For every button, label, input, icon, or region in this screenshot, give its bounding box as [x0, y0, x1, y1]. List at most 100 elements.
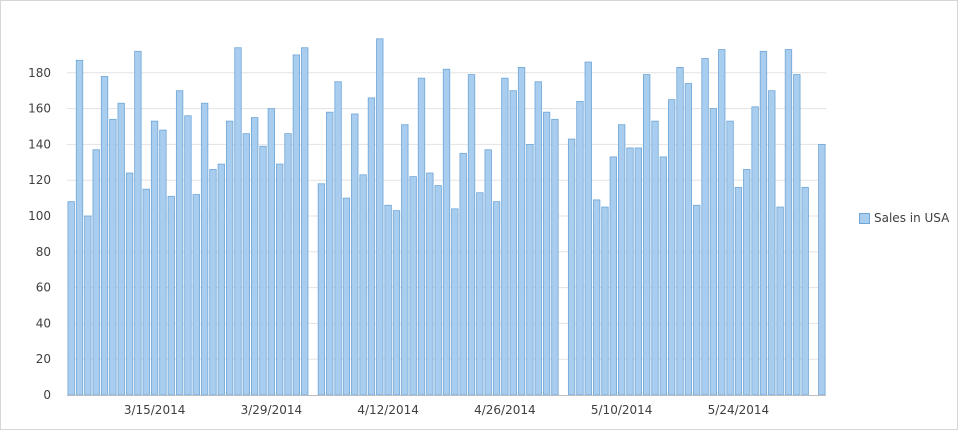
- bar: [276, 163, 284, 396]
- bar: [751, 106, 759, 396]
- bar: [726, 120, 734, 396]
- bar: [701, 58, 709, 396]
- bar: [342, 197, 351, 396]
- bar: [643, 74, 651, 396]
- bar: [534, 81, 542, 396]
- bar: [592, 199, 601, 396]
- bar: [526, 143, 534, 396]
- bar: [92, 149, 100, 396]
- bar: [334, 81, 342, 396]
- y-tick-label: 120: [28, 173, 51, 187]
- bar: [676, 67, 684, 396]
- bar: [259, 145, 267, 396]
- bar: [359, 174, 367, 396]
- bar: [351, 113, 359, 396]
- bar: [84, 215, 92, 396]
- bar: [417, 77, 426, 396]
- bar: [150, 120, 159, 396]
- bar: [426, 172, 434, 396]
- bar: [492, 201, 501, 396]
- y-tick-label: 60: [36, 281, 51, 295]
- bar: [476, 192, 484, 396]
- bar: [784, 49, 793, 396]
- legend-label: Sales in USA: [874, 211, 950, 225]
- bar: [793, 74, 801, 396]
- bar: [467, 74, 476, 396]
- bar: [100, 75, 109, 396]
- y-tick-label: 100: [28, 209, 51, 223]
- bar: [242, 133, 250, 396]
- bar: [409, 176, 417, 396]
- legend: Sales in USA: [859, 211, 949, 225]
- bar: [209, 169, 217, 396]
- bar: [442, 68, 451, 396]
- bar: [301, 47, 309, 396]
- bar: [109, 118, 117, 396]
- bar: [192, 194, 200, 396]
- bar: [159, 129, 167, 396]
- bar: [234, 47, 242, 396]
- bar: [384, 204, 392, 396]
- bar: [125, 172, 134, 396]
- bar: [484, 149, 492, 396]
- bar: [709, 108, 718, 396]
- bar: [326, 111, 334, 396]
- bar: [376, 38, 384, 396]
- y-tick-label: 80: [36, 245, 51, 259]
- bar: [718, 49, 726, 396]
- y-tick-label: 0: [43, 388, 51, 402]
- bar: [734, 186, 743, 396]
- bar: [217, 163, 225, 396]
- bar: [167, 195, 175, 396]
- bar: [509, 90, 517, 396]
- bar: [743, 169, 751, 396]
- y-tick-label: 140: [28, 137, 51, 151]
- y-tick-label: 40: [36, 316, 51, 330]
- bar: [609, 156, 617, 396]
- bar: [200, 102, 209, 396]
- bar: [317, 183, 326, 396]
- bar: [584, 61, 592, 396]
- bar: [776, 206, 784, 396]
- bar: [651, 120, 659, 396]
- bar: [542, 111, 551, 396]
- bar: [267, 108, 275, 396]
- bar: [759, 50, 768, 396]
- bar: [684, 83, 693, 396]
- bar: [142, 188, 150, 396]
- bar: [459, 152, 467, 396]
- bar: [668, 99, 676, 396]
- bar: [818, 143, 826, 396]
- x-tick-label: 4/12/2014: [357, 403, 419, 417]
- bar: [567, 138, 576, 396]
- bar: [451, 208, 459, 396]
- bar: [551, 118, 559, 396]
- bar: [292, 54, 301, 396]
- bar: [401, 124, 409, 396]
- bar: [117, 102, 125, 396]
- y-tick-label: 160: [28, 102, 51, 116]
- bars: [67, 38, 826, 396]
- bar: [693, 204, 701, 396]
- bar: [75, 59, 84, 396]
- bar: [134, 50, 142, 396]
- bar: [284, 133, 292, 396]
- x-tick-label: 3/15/2014: [124, 403, 186, 417]
- bar: [434, 185, 442, 396]
- x-tick-label: 3/29/2014: [241, 403, 303, 417]
- bar: [392, 210, 401, 396]
- bar: [801, 186, 809, 396]
- bar: [67, 201, 75, 396]
- x-tick-label: 4/26/2014: [474, 403, 536, 417]
- tick-labels: 0 20 40 60 80 100 120 140 160 180 3/15/2014 3/29/20…: [28, 66, 769, 417]
- bar: [225, 120, 234, 396]
- bar: [601, 206, 609, 396]
- legend-swatch: [859, 212, 870, 224]
- bar: [251, 117, 259, 396]
- y-tick-label: 180: [28, 66, 51, 80]
- bar: [367, 97, 376, 396]
- bar: [576, 101, 584, 396]
- bar: [659, 156, 668, 396]
